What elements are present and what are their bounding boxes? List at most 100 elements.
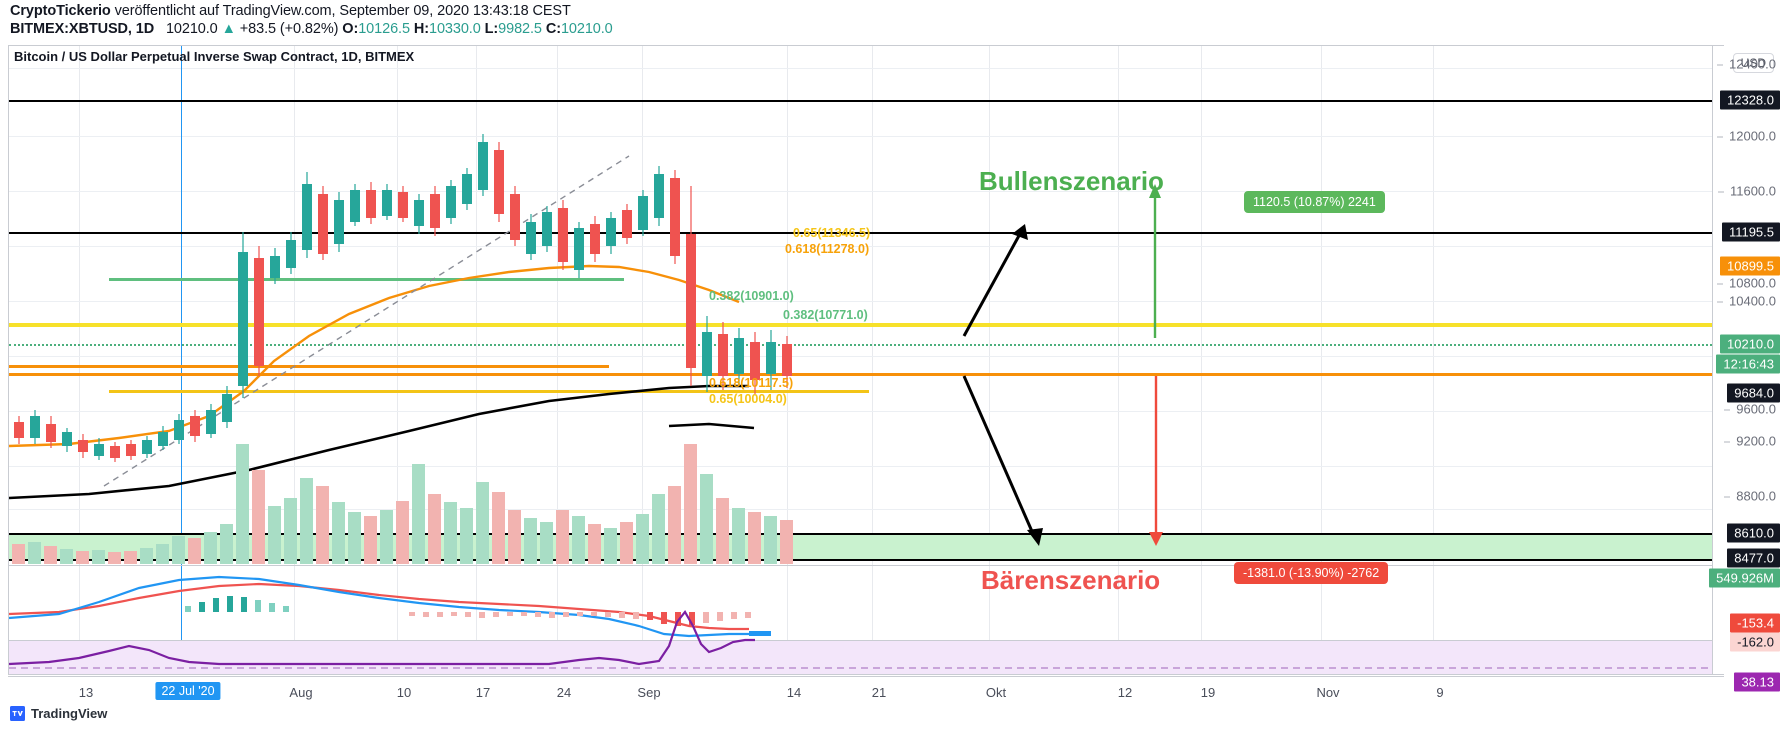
time-tick: Nov: [1316, 685, 1340, 700]
time-tick: 19: [1200, 685, 1216, 700]
gridline-v: [989, 46, 990, 674]
tradingview-footer[interactable]: TradingView: [10, 706, 107, 721]
current-price-dotted-line: [9, 344, 1712, 346]
gridline-h: [9, 356, 1712, 357]
fib-label-065-lower: 0.65(10004.0): [709, 392, 787, 406]
axis-badge-8610: 8610.0: [1727, 523, 1780, 543]
time-tick: 9: [1436, 685, 1444, 700]
axis-tick-9600: 9600.0: [1724, 402, 1776, 417]
fib-line-065: [9, 323, 1712, 327]
level-line-10899: [9, 365, 609, 368]
time-tick-selected: 22 Jul '20: [155, 682, 221, 700]
publisher-name: CryptoTickerio: [10, 3, 111, 19]
low-value: 9982.5: [498, 21, 542, 37]
gridline-h: [9, 301, 1712, 302]
gridline-v: [1433, 46, 1434, 674]
fib-label-0382-a: 0.382(10901.0): [709, 289, 794, 303]
publish-info: veröffentlicht auf TradingView.com, Sept…: [114, 3, 571, 19]
time-tick: 14: [786, 685, 802, 700]
gridline-v: [294, 46, 295, 674]
axis-badge-rsi: 38.13: [1734, 672, 1780, 692]
gridline-h: [9, 191, 1712, 192]
level-line-8477: [9, 559, 1712, 561]
axis-tick-10400: 10400.0: [1717, 294, 1776, 309]
time-tick: 17: [475, 685, 491, 700]
support-hand-line: [668, 422, 755, 430]
price-axis[interactable]: USD 12400.0 12328.0 12000.0 11600.0 1119…: [1709, 45, 1780, 692]
axis-badge-countdown: 12:16:43: [1716, 354, 1780, 374]
publish-header: CryptoTickerio veröffentlicht auf Tradin…: [10, 3, 571, 20]
gridline-v: [642, 46, 643, 674]
time-tick: Okt: [985, 685, 1007, 700]
bull-measure-tag[interactable]: 1120.5 (10.87%) 2241: [1244, 191, 1385, 213]
gridline-h: [9, 68, 1712, 69]
gridline-v: [1118, 46, 1119, 674]
high-value: 10330.0: [428, 21, 481, 37]
volume-bars: [12, 444, 793, 564]
symbol-label: BITMEX:XBTUSD, 1D: [10, 21, 155, 37]
candlestick-series: [14, 134, 792, 462]
time-tick: 10: [396, 685, 412, 700]
axis-tick-12400: 12400.0: [1717, 57, 1776, 72]
gridline-v: [79, 46, 80, 674]
fib-line-0618: [109, 390, 869, 393]
currency-pill[interactable]: USD: [1732, 53, 1774, 73]
time-tick: 24: [556, 685, 572, 700]
gridline-v: [397, 46, 398, 674]
fib-label-0382-b: 0.382(10771.0): [783, 308, 868, 322]
chart-plot-area[interactable]: 0.65(11346.5) 0.618(11278.0) 0.382(10901…: [9, 46, 1712, 674]
footer-brand-label: TradingView: [31, 706, 108, 721]
symbol-quote-bar: BITMEX:XBTUSD, 1D 10210.0 ▲ +83.5 (+0.82…: [10, 21, 613, 38]
axis-badge-10899: 10899.5: [1720, 256, 1780, 276]
gridline-v: [1201, 46, 1202, 674]
gridline-h: [9, 411, 1712, 412]
gridline-h: [9, 509, 1712, 510]
time-tick: 13: [78, 685, 94, 700]
scenario-arrows: [962, 184, 1163, 546]
macd-indicator: [9, 575, 771, 638]
gridline-v: [476, 46, 477, 674]
axis-badge-12328: 12328.0: [1720, 90, 1780, 110]
axis-tick-12000: 12000.0: [1717, 129, 1776, 144]
ma-orange-line: [9, 264, 740, 448]
axis-tick-11600: 11600.0: [1717, 184, 1776, 199]
axis-badge-current-price: 10210.0: [1720, 334, 1780, 354]
gridline-h: [9, 246, 1712, 247]
axis-badge-volume: 549.926M: [1709, 568, 1780, 588]
axis-tick-9200: 9200.0: [1724, 434, 1776, 449]
time-tick: Sep: [637, 685, 661, 700]
gridline-h: [9, 136, 1712, 137]
time-tick: 21: [871, 685, 887, 700]
gridline-v: [557, 46, 558, 674]
bear-measure-tag[interactable]: -1381.0 (-13.90%) -2762: [1234, 562, 1389, 584]
crosshair-vertical-line: [181, 46, 182, 674]
fib-label-0618-upper: 0.618(11278.0): [785, 242, 870, 256]
gridline-v: [872, 46, 873, 674]
rsi-indicator: [9, 610, 1712, 669]
time-tick: 12: [1117, 685, 1133, 700]
high-label: H:: [413, 21, 429, 37]
time-axis[interactable]: 13 22 Jul '20 Aug 10 17 24 Sep 14 21 Okt…: [8, 676, 1724, 705]
axis-badge-8477: 8477.0: [1727, 548, 1780, 568]
change-arrow-icon: ▲: [221, 21, 236, 37]
time-tick: Aug: [289, 685, 313, 700]
bull-scenario-label: Bullenszenario: [979, 166, 1164, 196]
level-line-8610: [9, 533, 1712, 535]
level-line-11195: [9, 232, 1712, 234]
level-line-12328: [9, 100, 1712, 102]
close-value: 10210.0: [560, 21, 613, 37]
last-price: 10210.0: [165, 21, 218, 37]
ma-black-line: [9, 384, 749, 500]
level-line-orange-main: [9, 373, 1712, 376]
axis-badge-macd: -153.4: [1730, 613, 1780, 633]
chart-pane-title: Bitcoin / US Dollar Perpetual Inverse Sw…: [14, 49, 415, 64]
bear-scenario-label: Bärenszenario: [981, 565, 1161, 595]
tradingview-logo-icon: [10, 706, 25, 721]
axis-badge-9684: 9684.0: [1727, 383, 1780, 403]
axis-tick-8800: 8800.0: [1724, 489, 1776, 504]
axis-badge-11195: 11195.5: [1721, 222, 1780, 242]
chart-frame: [8, 45, 1724, 675]
gridline-v: [1321, 46, 1322, 674]
open-value: 10126.5: [358, 21, 410, 37]
